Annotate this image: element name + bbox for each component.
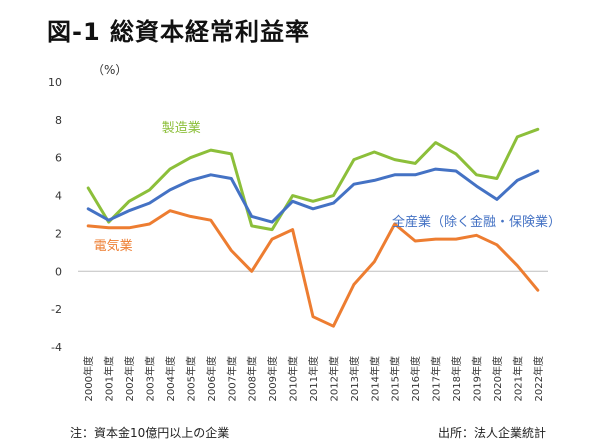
y-tick-label: 4 — [55, 190, 62, 203]
series-label-2: 電気業 — [94, 238, 133, 254]
x-axis-ticks: 2000年度 2001年度 2002年度 2003年度 2004年度 2005年度 2006… — [82, 356, 545, 401]
y-tick-label: 2 — [55, 227, 62, 240]
x-tick-label: 2000年度 — [82, 356, 95, 401]
x-tick-label: 2001年度 — [103, 356, 116, 401]
x-tick-label: 2010年度 — [287, 356, 300, 401]
source-note: 出所：法人企業統計 — [437, 426, 546, 440]
series-label-1: 全産業（除く金融・保険業） — [392, 214, 561, 230]
x-tick-label: 2011年度 — [307, 356, 320, 401]
x-tick-label: 2005年度 — [184, 356, 197, 401]
x-tick-label: 2002年度 — [123, 356, 136, 401]
y-tick-label: -4 — [51, 341, 62, 354]
x-tick-label: 2008年度 — [246, 356, 259, 401]
x-tick-label: 2016年度 — [409, 356, 422, 401]
x-tick-label: 2006年度 — [205, 356, 218, 401]
x-tick-label: 2018年度 — [450, 356, 463, 401]
x-tick-label: 2020年度 — [491, 356, 504, 401]
y-tick-label: -2 — [51, 303, 62, 316]
x-tick-label: 2009年度 — [266, 356, 279, 401]
x-tick-label: 2021年度 — [511, 356, 524, 401]
x-tick-label: 2013年度 — [348, 356, 361, 401]
footnote: 注：資本金10億円以上の企業 — [70, 426, 230, 440]
y-axis-ticks: -4 -2 0 2 4 6 8 10 — [48, 76, 62, 354]
x-tick-label: 2003年度 — [144, 356, 157, 401]
x-tick-label: 2022年度 — [532, 356, 545, 401]
series-line-0 — [86, 127, 540, 232]
y-tick-label: 8 — [55, 114, 62, 127]
x-tick-label: 2015年度 — [389, 356, 402, 401]
y-axis-unit-label: （%） — [92, 63, 127, 77]
x-tick-label: 2017年度 — [430, 356, 443, 401]
x-tick-label: 2014年度 — [368, 356, 381, 401]
y-tick-label: 6 — [55, 152, 62, 165]
x-tick-label: 2007年度 — [225, 356, 238, 401]
page-title: 図-1 総資本経常利益率 — [47, 18, 311, 46]
x-tick-label: 2012年度 — [327, 356, 340, 401]
series-line-1 — [86, 167, 540, 224]
y-tick-label: 10 — [48, 76, 62, 89]
x-tick-label: 2019年度 — [470, 356, 483, 401]
y-tick-label: 0 — [55, 265, 62, 278]
series-label-0: 製造業 — [162, 120, 201, 136]
x-tick-label: 2004年度 — [164, 356, 177, 401]
series-lines — [86, 127, 540, 328]
series-line-2 — [86, 209, 540, 328]
